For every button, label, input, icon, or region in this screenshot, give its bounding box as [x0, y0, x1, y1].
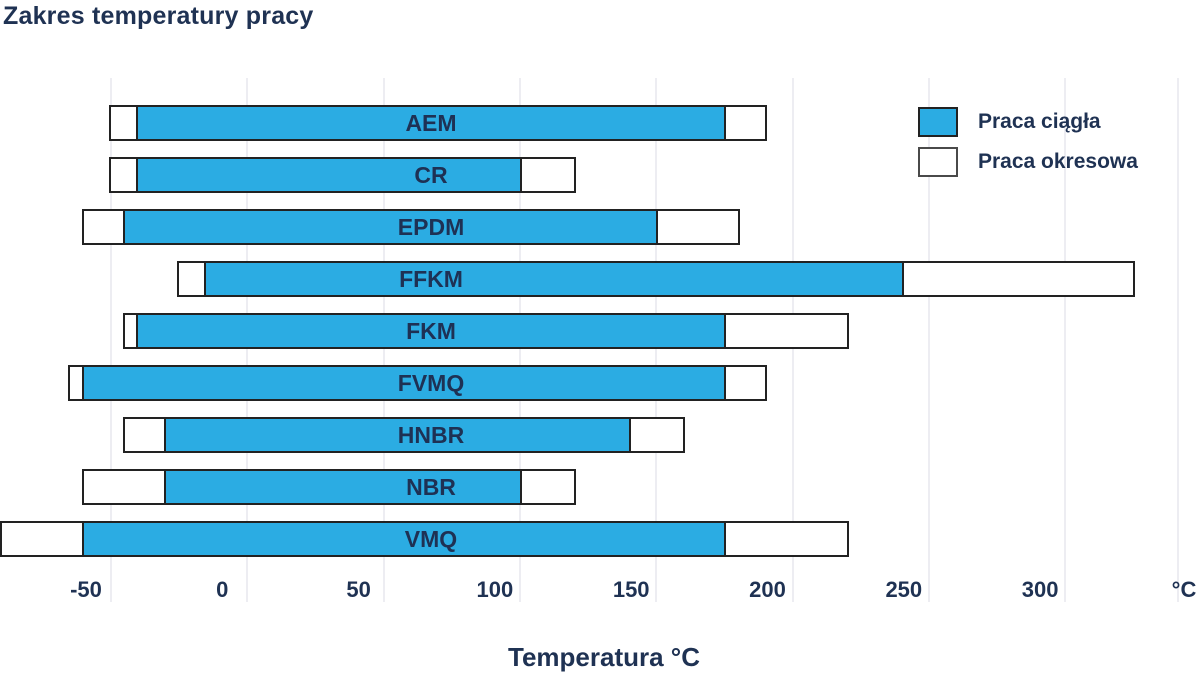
bar-label-CR: CR [414, 162, 448, 188]
legend: Praca ciągła Praca okresowa [918, 107, 1138, 187]
bar-continuous-range-FFKM [204, 261, 904, 297]
bar-label-FVMQ: FVMQ [397, 370, 465, 396]
gridline [927, 78, 930, 602]
bar-continuous-range-FKM [136, 313, 727, 349]
legend-label-continuous: Praca ciągła [978, 110, 1101, 133]
plot-right-boundary-line [1177, 78, 1179, 602]
bar-label-NBR: NBR [406, 474, 456, 500]
x-tick-label: 150 [612, 577, 650, 602]
x-tick-label: 200 [749, 577, 786, 602]
bar-continuous-range-EPDM [122, 209, 659, 245]
bar-label-FKM: FKM [406, 318, 456, 344]
bar-continuous-range-CR [136, 157, 522, 193]
axis-unit-label: °C [1171, 577, 1197, 602]
x-axis-title: Temperatura °C [508, 642, 700, 672]
x-tick-label: -50 [70, 577, 102, 602]
legend-item-intermittent: Praca okresowa [918, 147, 1138, 177]
bar-label-FFKM: FFKM [399, 266, 463, 292]
x-tick-label: 100 [476, 577, 514, 602]
bar-continuous-range-HNBR [163, 417, 631, 453]
gridline [1064, 78, 1067, 602]
blue-filled-square-icon [918, 107, 958, 137]
gridline [110, 78, 112, 602]
bar-continuous-range-VMQ [81, 521, 727, 557]
bar-label-VMQ: VMQ [404, 526, 458, 552]
x-tick-label: 0 [216, 577, 229, 602]
bar-label-HNBR: HNBR [397, 422, 465, 448]
bar-continuous-range-FVMQ [81, 365, 727, 401]
bar-continuous-range-AEM [136, 105, 727, 141]
legend-label-intermittent: Praca okresowa [978, 150, 1138, 173]
bar-label-EPDM: EPDM [397, 214, 465, 240]
white-outlined-square-icon [918, 147, 958, 177]
bar-continuous-range-NBR [163, 469, 522, 505]
x-tick-label: 50 [346, 577, 371, 602]
x-tick-label: 250 [885, 577, 923, 602]
chart-title: Zakres temperatury pracy [3, 2, 314, 30]
bar-label-AEM: AEM [405, 110, 457, 136]
legend-item-continuous: Praca ciągła [918, 107, 1138, 137]
x-tick-label: 300 [1021, 577, 1059, 602]
